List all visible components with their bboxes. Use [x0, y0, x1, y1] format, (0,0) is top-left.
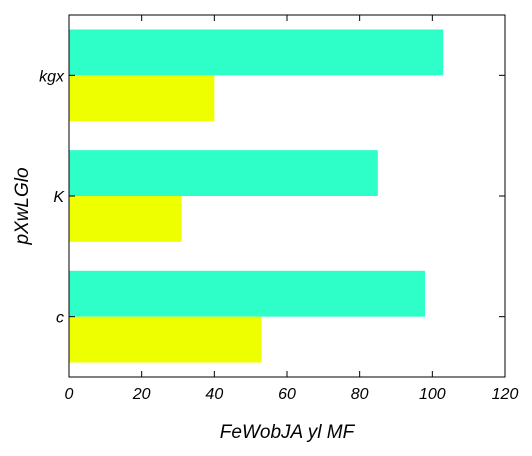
x-tick-label: 100 [419, 386, 446, 403]
bars-layer [69, 29, 444, 363]
bar-K-series-1 [69, 150, 378, 196]
bar-c-series-1 [69, 270, 426, 317]
y-tick-label: K [53, 189, 65, 206]
bar-K-series-2 [69, 196, 182, 242]
y-axis-label: pXwLGlo [12, 167, 33, 245]
x-tick-label: 60 [278, 386, 296, 403]
x-tick-label: 40 [205, 386, 223, 403]
x-tick-label: 20 [132, 386, 151, 403]
bar-kgx-series-1 [69, 29, 444, 76]
x-tick-label: 80 [351, 386, 369, 403]
x-axis-label: FeWobJA yl MF [220, 422, 356, 443]
x-tick-label: 120 [492, 386, 519, 403]
x-tick-label: 0 [65, 386, 74, 403]
y-tick-label: c [56, 310, 64, 327]
bar-kgx-series-2 [69, 75, 215, 122]
bar-c-series-2 [69, 316, 262, 363]
y-tick-label: kgx [39, 68, 65, 85]
